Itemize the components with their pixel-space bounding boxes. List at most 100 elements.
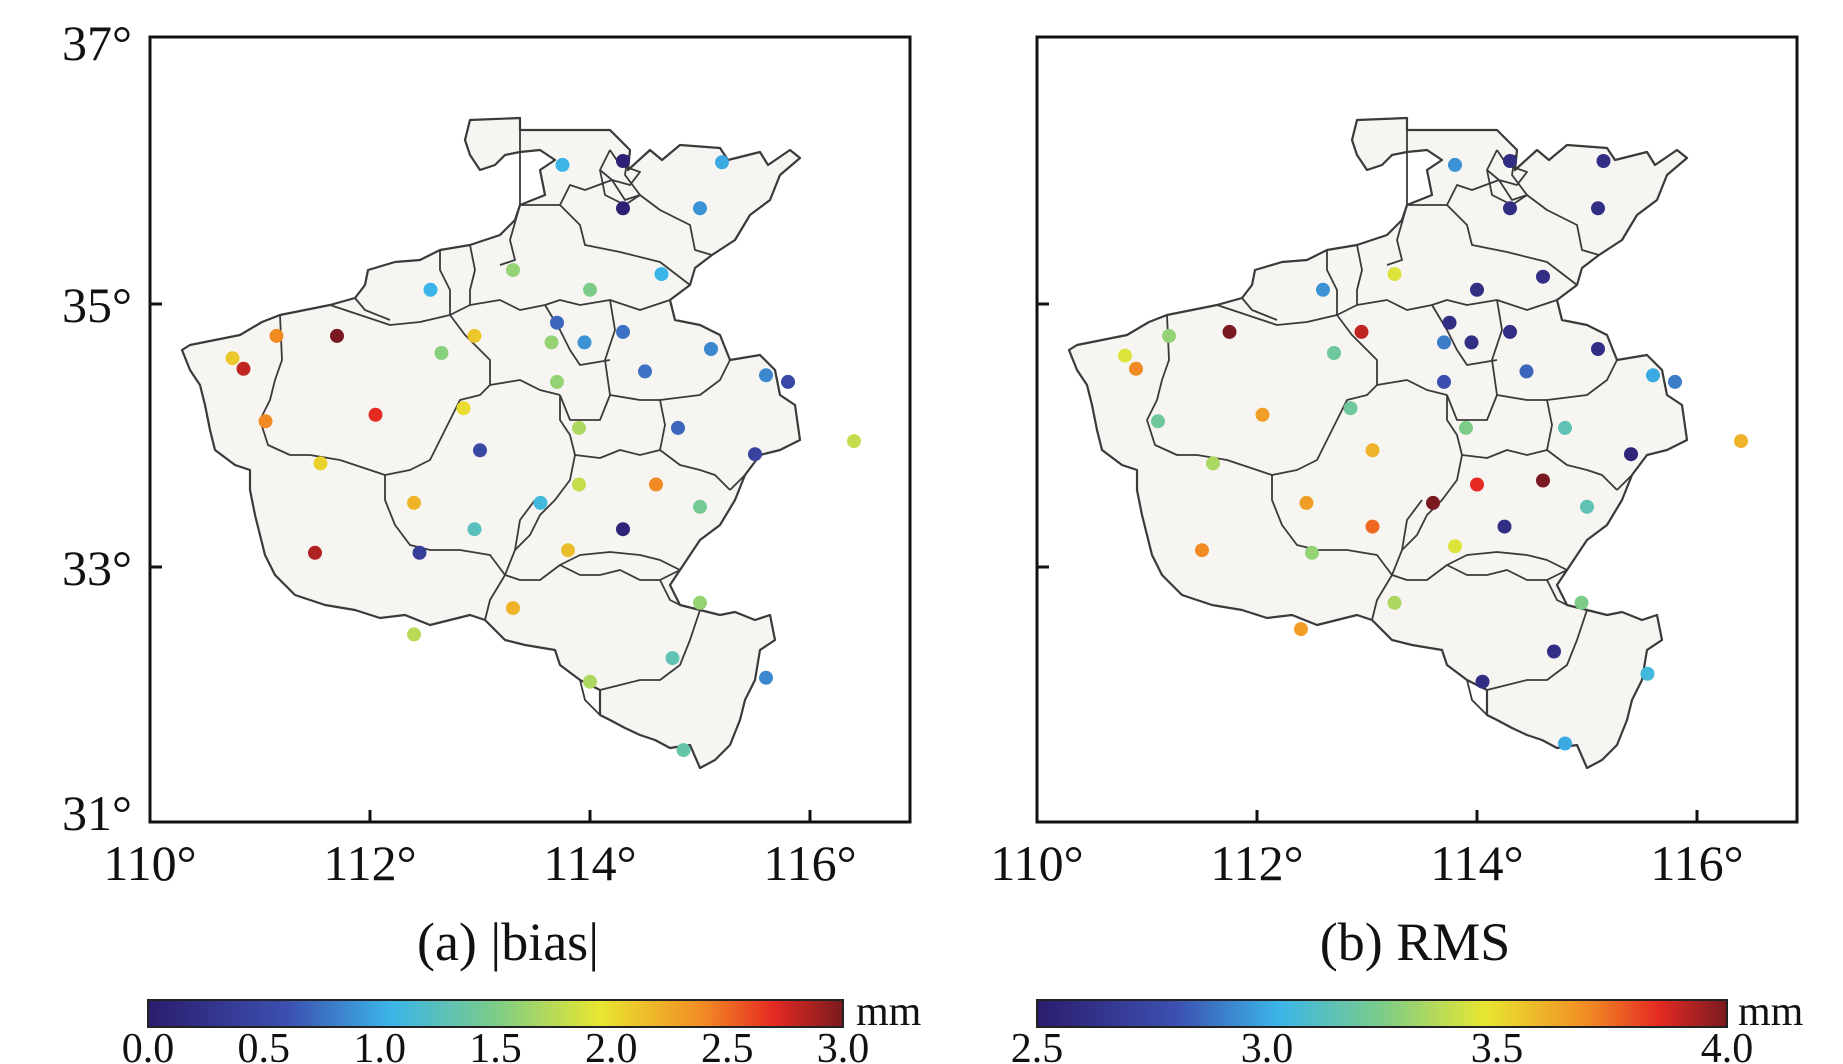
station-marker (456, 401, 471, 416)
x-tick-label: 114° (1430, 835, 1523, 891)
station-marker (269, 328, 284, 343)
y-tick-label: 37° (62, 15, 132, 71)
prefecture-border (1486, 169, 1528, 206)
prefecture-border (1546, 579, 1568, 606)
station-marker (467, 522, 482, 537)
prefecture-border (1356, 244, 1363, 305)
station-marker (847, 434, 861, 449)
prefecture-border (1401, 499, 1423, 551)
station-markers (1118, 154, 1748, 751)
prefecture-border (1271, 384, 1378, 476)
station-marker (616, 154, 630, 168)
prefecture-border (559, 551, 681, 571)
y-tick-label: 35° (62, 277, 132, 333)
prefecture-border (1271, 475, 1568, 581)
prefecture-border (1241, 297, 1278, 321)
station-marker (1437, 374, 1451, 389)
prefecture-border (559, 395, 576, 456)
prefecture-border (669, 299, 676, 321)
station-marker (1558, 736, 1572, 751)
station-marker (1316, 282, 1330, 297)
map-frame (148, 35, 912, 824)
prefecture-border (559, 204, 691, 286)
station-marker (423, 282, 438, 297)
province-map (180, 116, 802, 770)
prefecture-border (439, 250, 451, 315)
prefecture-border (599, 609, 701, 691)
station-marker (616, 324, 630, 339)
colorbar-tick-label: 3.0 (1241, 1026, 1294, 1064)
prefecture-border (574, 449, 661, 459)
station-marker (550, 315, 564, 330)
colorbar-tick-labels: 0.0 0.5 1.0 1.5 2.0 2.5 3.0 (122, 1026, 870, 1064)
prefecture-border (659, 579, 681, 606)
station-marker (550, 374, 564, 389)
station-marker (313, 456, 328, 471)
station-marker (1558, 420, 1572, 435)
station-marker (544, 335, 559, 350)
station-marker (1387, 595, 1402, 610)
station-marker (1464, 335, 1479, 350)
station-marker (368, 407, 383, 422)
station-marker (583, 282, 597, 297)
station-marker (1365, 519, 1380, 534)
panel-rms-map: 110° 112° 114° 116° (b) RMS mm 2.5 3.0 3.5… (990, 35, 1804, 1064)
station-marker (1448, 157, 1462, 172)
station-marker (616, 201, 630, 216)
station-marker (1299, 495, 1314, 510)
prefecture-border (659, 449, 731, 491)
province-outline (180, 116, 802, 770)
prefecture-border (499, 204, 521, 266)
station-marker (748, 447, 762, 462)
station-marker (506, 263, 520, 278)
y-axis-ticks (150, 302, 162, 569)
station-marker (1343, 401, 1358, 416)
colorbar-unit: mm (1738, 989, 1804, 1035)
station-marker (572, 420, 586, 435)
prefecture-border (1556, 299, 1563, 321)
prefecture-border (354, 297, 391, 321)
prefecture-border (1446, 551, 1568, 571)
prefecture-border (514, 499, 536, 551)
prefecture-border (1386, 204, 1408, 266)
station-marker (1668, 374, 1682, 389)
y-axis-ticks (1037, 302, 1049, 569)
prefecture-border (469, 244, 476, 305)
colorbar-tick-label: 3.0 (817, 1026, 870, 1064)
panel-bias-map: 110° 112° 114° 116° 37° 35° 33° 31° (a) … (62, 15, 922, 1064)
colorbar-tick-labels: 2.5 3.0 3.5 4.0 (1011, 1026, 1754, 1064)
station-marker (1475, 674, 1490, 689)
prefecture-border (1326, 250, 1338, 315)
prefecture-border (599, 169, 641, 206)
station-marker (1459, 420, 1473, 435)
station-marker (407, 495, 421, 510)
station-marker (583, 674, 597, 689)
prefecture-border (729, 474, 746, 491)
station-marker (693, 201, 707, 216)
prefecture-border (1376, 379, 1448, 396)
y-tick-label: 33° (62, 540, 132, 596)
station-marker (1497, 519, 1512, 534)
station-marker (1151, 414, 1165, 429)
prefecture-border (1546, 359, 1618, 401)
colorbar: mm 0.0 0.5 1.0 1.5 2.0 2.5 3.0 (122, 989, 922, 1064)
station-marker (1129, 361, 1143, 376)
station-marker (1503, 154, 1517, 168)
station-marker (1294, 622, 1308, 637)
station-marker (1734, 434, 1748, 449)
prefecture-border (1486, 609, 1588, 691)
station-marker (506, 601, 520, 616)
colorbar-tick-label: 0.5 (238, 1026, 291, 1064)
prefecture-border (604, 299, 616, 396)
station-marker (1547, 644, 1561, 659)
prefecture-border (259, 314, 386, 476)
station-marker (330, 328, 344, 343)
prefecture-border (1491, 299, 1503, 396)
x-axis-ticks (1035, 810, 1699, 822)
prefecture-border (484, 574, 506, 621)
prefecture-border (1616, 474, 1633, 491)
prefecture-border (1146, 314, 1273, 476)
prefecture-border (579, 679, 601, 716)
station-marker (308, 545, 322, 560)
station-marker (693, 499, 707, 514)
